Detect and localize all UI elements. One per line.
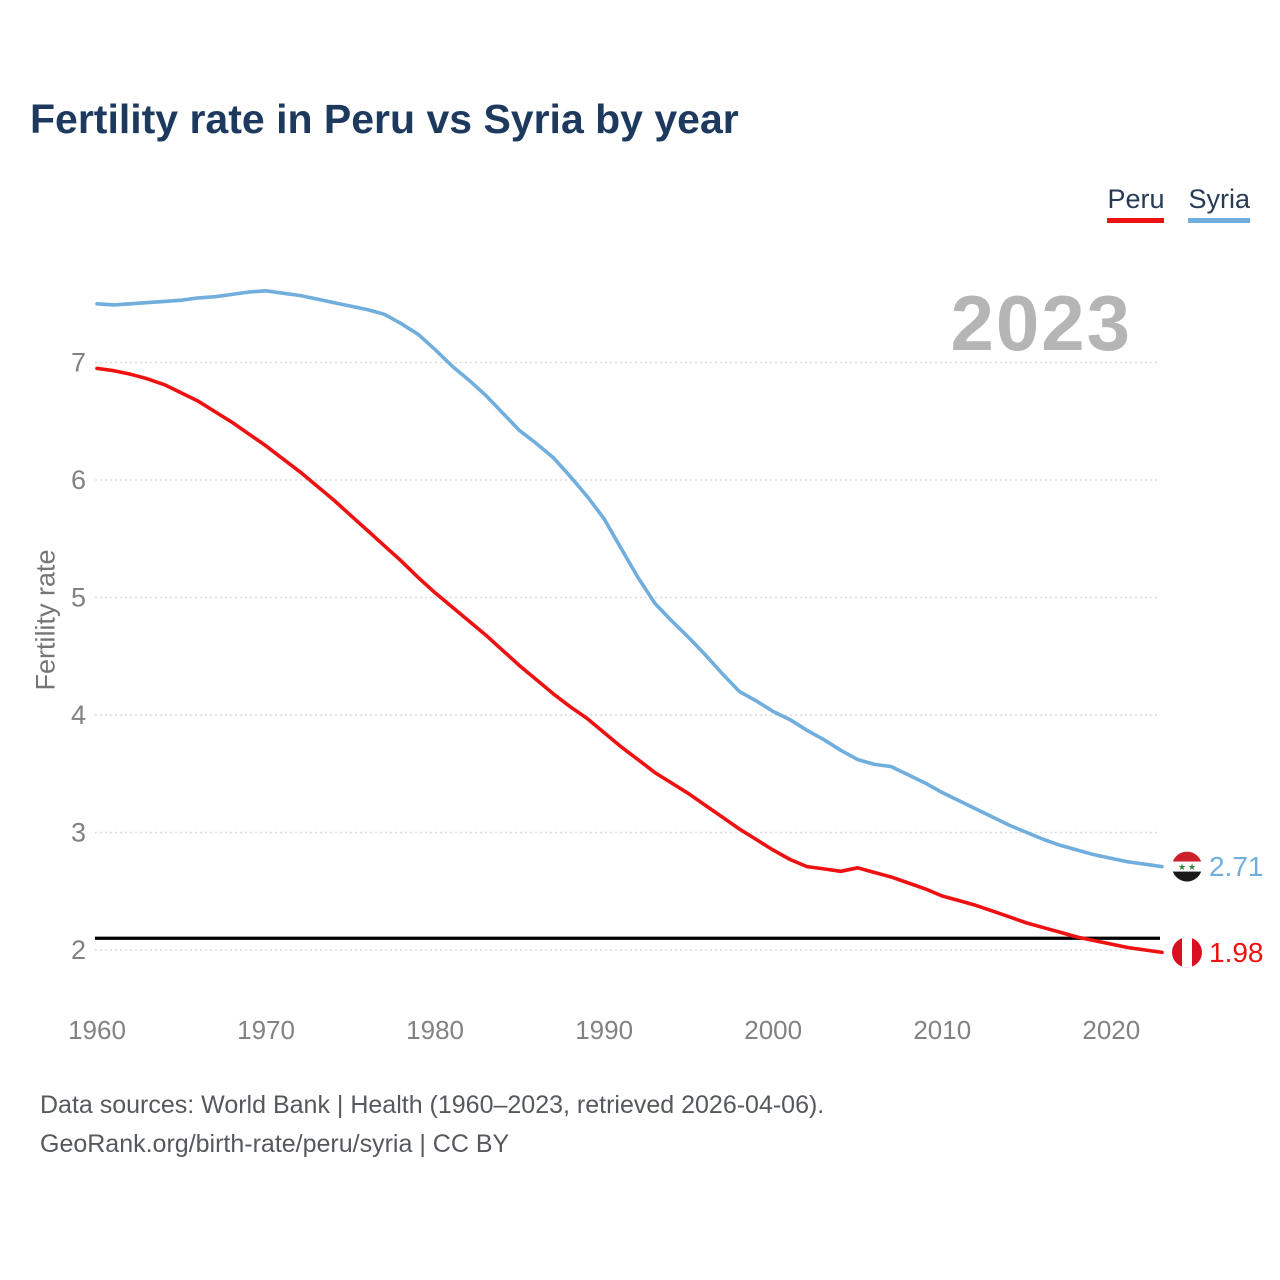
y-tick-label: 6	[71, 465, 86, 495]
x-tick-label: 2010	[913, 1015, 971, 1045]
x-tick-label: 2000	[744, 1015, 802, 1045]
x-tick-label: 2020	[1082, 1015, 1140, 1045]
legend: Peru Syria	[1107, 184, 1250, 223]
legend-item-peru[interactable]: Peru	[1107, 184, 1165, 223]
year-watermark: 2023	[950, 279, 1132, 367]
end-value-peru: 1.98	[1209, 937, 1264, 968]
series-line-syria	[95, 288, 1164, 869]
footer: Data sources: World Bank | Health (1960–…	[40, 1086, 824, 1164]
y-tick-label: 3	[71, 818, 86, 848]
peru-end-marker	[1172, 937, 1202, 968]
syria-flag-icon: ★ ★	[1172, 851, 1202, 882]
x-tick-label: 1990	[575, 1015, 633, 1045]
x-tick-label: 1960	[68, 1015, 126, 1045]
footer-attribution: GeoRank.org/birth-rate/peru/syria | CC B…	[40, 1130, 510, 1158]
end-value-syria: 2.71	[1209, 851, 1264, 882]
footer-sources: Data sources: World Bank | Health (1960–…	[40, 1091, 825, 1119]
x-tick-label: 1970	[237, 1015, 295, 1045]
x-tick-label: 1980	[406, 1015, 464, 1045]
syria-end-marker: ★ ★	[1172, 851, 1202, 882]
syria-flag-star: ★	[1188, 862, 1196, 872]
y-tick-label: 7	[71, 348, 86, 378]
series-line-peru	[95, 366, 1164, 955]
y-tick-label: 5	[71, 583, 86, 613]
syria-flag-star: ★	[1178, 862, 1186, 872]
y-tick-label: 2	[71, 935, 86, 965]
peru-flag-icon	[1172, 937, 1202, 968]
legend-item-syria[interactable]: Syria	[1188, 184, 1250, 223]
y-tick-label: 4	[71, 700, 86, 730]
chart-title: Fertility rate in Peru vs Syria by year	[30, 96, 739, 142]
